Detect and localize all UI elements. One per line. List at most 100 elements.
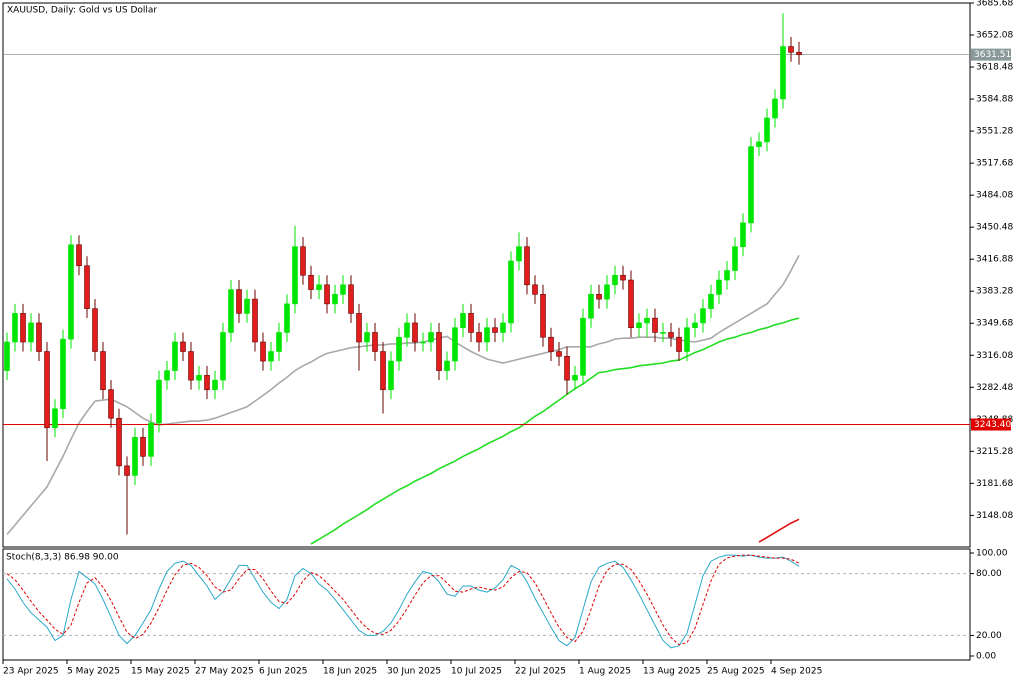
candle-body: [124, 465, 130, 476]
chart-title: XAUUSD, Daily: Gold vs US Dollar: [7, 6, 157, 16]
y-tick-label: 3652.08: [976, 31, 1013, 41]
candle-body: [436, 332, 442, 371]
x-tick-label: 18 Jun 2025: [323, 667, 377, 677]
x-tick-label: 27 May 2025: [195, 667, 254, 677]
x-tick-label: 23 Apr 2025: [3, 667, 59, 677]
candle-body: [60, 338, 66, 410]
level-tag: 3243.40: [974, 420, 1011, 430]
x-tick-label: 13 Aug 2025: [643, 667, 701, 677]
y-tick-label: 3618.48: [976, 63, 1013, 73]
candle-body: [28, 322, 34, 343]
candle-body: [700, 308, 706, 324]
candle-body: [460, 313, 466, 328]
candle-body: [692, 322, 698, 328]
candle-body: [564, 355, 570, 381]
price-tag: 3631.51: [974, 50, 1011, 60]
candle-body: [404, 322, 410, 338]
candle-body: [108, 389, 114, 419]
candle-body: [116, 417, 122, 467]
candle-body: [748, 146, 754, 224]
y-tick-label: 3181.68: [976, 479, 1013, 489]
candle-body: [540, 294, 546, 338]
candle-body: [188, 351, 194, 381]
y-tick-label: 3316.08: [976, 351, 1013, 361]
candle-body: [396, 336, 402, 362]
stoch-tick-label: 80.00: [976, 569, 1002, 579]
candle-body: [252, 298, 258, 343]
candle-body: [764, 117, 770, 143]
stoch-tick-label: 100.00: [976, 549, 1008, 559]
axes: 3685.68 3652.08 3618.48 3584.88 3551.28 3517.…: [2, 0, 1013, 677]
y-tick-label: 3685.68: [976, 0, 1013, 9]
x-tick-label: 4 Sep 2025: [771, 667, 822, 677]
candle-body: [412, 322, 418, 343]
x-tick-label: 15 May 2025: [131, 667, 190, 677]
candle-body: [180, 341, 186, 352]
candle-body: [684, 327, 690, 352]
candle-body: [724, 270, 730, 281]
candle-body: [220, 332, 226, 381]
candle-body: [572, 375, 578, 381]
level-tag-box: [971, 418, 1011, 431]
candle-body: [716, 279, 722, 295]
candle-body: [468, 313, 474, 333]
candle-body: [292, 246, 298, 305]
candle-body: [508, 260, 514, 324]
candle-body: [20, 313, 26, 343]
moving-average: [310, 317, 800, 545]
candle-body: [444, 360, 450, 371]
candle-body: [556, 351, 562, 357]
candle-body: [524, 246, 530, 286]
candle-body: [644, 317, 650, 324]
candle-body: [732, 246, 738, 271]
y-tick-label: 3484.08: [976, 191, 1013, 201]
candle-body: [580, 317, 586, 376]
candle-body: [796, 51, 802, 55]
candle-body: [92, 308, 98, 352]
candle-body: [652, 317, 658, 333]
y-tick-label: 3416.88: [976, 255, 1013, 265]
candle-body: [356, 313, 362, 343]
candle-body: [660, 332, 666, 334]
candle-body: [308, 274, 314, 290]
stoch-tick-label: 0.00: [976, 652, 996, 662]
y-tick-label: 3282.48: [976, 383, 1013, 393]
candle-body: [492, 327, 498, 333]
candle-body: [428, 332, 434, 343]
candle-body: [236, 289, 242, 314]
candle-body: [484, 327, 490, 343]
x-tick-label: 5 May 2025: [67, 667, 120, 677]
candle-body: [364, 332, 370, 343]
candle-body: [36, 322, 42, 352]
stoch-panel: [2, 548, 971, 661]
candle-body: [260, 341, 266, 362]
candle-body: [132, 437, 138, 476]
stoch-plot: [3, 554, 970, 649]
y-tick-label: 3215.28: [976, 447, 1013, 457]
main-panel: [2, 2, 971, 548]
candle-body: [668, 332, 674, 338]
candle-body: [140, 437, 146, 457]
price-tag-box: [971, 48, 1011, 61]
candle-body: [148, 422, 154, 457]
candle-body: [348, 284, 354, 314]
moving-average: [758, 518, 800, 543]
y-tick-label: 3349.68: [976, 319, 1013, 329]
y-tick-label: 3584.88: [976, 95, 1013, 105]
candle-body: [84, 265, 90, 309]
stoch-d: [6, 554, 800, 646]
candle-body: [420, 341, 426, 344]
x-tick-label: 1 Aug 2025: [579, 667, 631, 677]
stoch-tick-label: 20.00: [976, 631, 1002, 641]
candle-body: [156, 379, 162, 424]
candle-body: [388, 360, 394, 390]
y-tick-label: 3148.08: [976, 511, 1013, 521]
candle-body: [12, 313, 18, 343]
y-tick-label: 3517.68: [976, 159, 1013, 169]
moving-average: [6, 254, 800, 536]
candle-body: [380, 351, 386, 390]
main-plot: [3, 13, 970, 545]
candle-body: [68, 244, 74, 340]
candle-body: [756, 141, 762, 147]
